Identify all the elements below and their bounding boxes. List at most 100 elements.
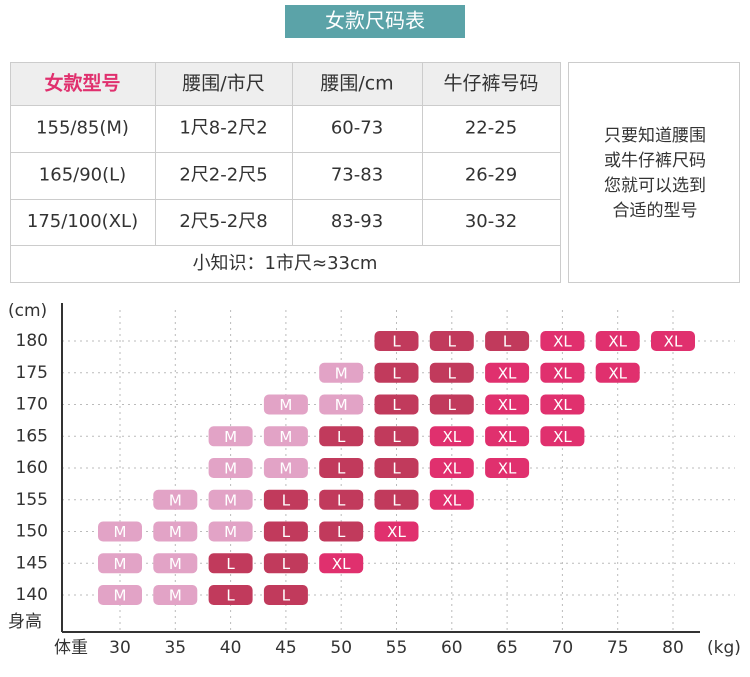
x-tick-label: 50	[330, 638, 352, 658]
size-badge	[319, 458, 364, 478]
size-label: M	[169, 523, 182, 541]
size-label: L	[392, 491, 401, 509]
table-header-cell: 牛仔裤号码	[443, 73, 538, 95]
size-label: XL	[498, 396, 517, 414]
size-badge	[319, 394, 364, 415]
size-badge	[263, 553, 308, 574]
size-badge	[98, 521, 142, 542]
size-label: L	[337, 460, 346, 478]
size-label: XL	[442, 491, 461, 509]
size-badge	[319, 553, 364, 574]
table-border	[10, 62, 561, 283]
size-label: L	[392, 364, 401, 382]
size-label: M	[224, 460, 237, 478]
size-label: L	[282, 523, 291, 541]
side-note-line: 只要知道腰围	[604, 126, 706, 146]
size-badge	[485, 458, 530, 478]
side-box	[568, 62, 740, 283]
size-label: M	[114, 555, 127, 573]
size-label: M	[169, 491, 182, 509]
size-label: M	[114, 523, 127, 541]
y-tick-label: 140	[16, 585, 48, 605]
size-badge	[263, 458, 308, 478]
size-badge	[153, 521, 198, 542]
title: 女款尺码表	[325, 9, 425, 33]
size-badge	[208, 458, 253, 478]
size-badge	[540, 426, 585, 447]
size-label: XL	[498, 428, 517, 446]
y-unit: (cm)	[8, 301, 47, 321]
size-label: XL	[332, 555, 351, 573]
size-label: XL	[442, 428, 461, 446]
size-label: XL	[553, 333, 572, 351]
size-badge	[208, 521, 253, 542]
size-label: XL	[608, 333, 627, 351]
x-tick-label: 30	[109, 638, 131, 658]
size-badge	[429, 458, 474, 478]
y-tick-label: 150	[16, 522, 48, 542]
size-badge	[263, 426, 308, 447]
y-tick-label: 145	[16, 553, 48, 573]
size-badge	[540, 394, 585, 415]
size-badge	[374, 521, 419, 542]
size-badge	[429, 394, 474, 415]
table-header-bg	[10, 62, 560, 105]
size-badge	[208, 553, 253, 574]
size-badge	[374, 362, 419, 383]
size-label: L	[337, 428, 346, 446]
size-label: M	[224, 523, 237, 541]
size-badge	[208, 585, 253, 605]
size-badge	[319, 521, 364, 542]
size-label: L	[282, 587, 291, 605]
table-cell: 2尺5-2尺8	[179, 211, 267, 232]
size-badge	[208, 426, 253, 447]
y-title: 身高	[8, 612, 42, 632]
size-label: M	[335, 396, 348, 414]
size-badge	[98, 553, 142, 574]
x-unit: (kg)	[707, 638, 741, 658]
x-tick-label: 40	[220, 638, 242, 658]
size-badge	[374, 458, 419, 478]
table-cell: 165/90(L)	[39, 165, 126, 186]
table-cell: 175/100(XL)	[27, 211, 138, 232]
table-cell: 26-29	[465, 165, 517, 186]
x-tick-label: 80	[662, 638, 684, 658]
size-badge	[153, 585, 198, 605]
size-label: L	[337, 491, 346, 509]
size-label: M	[224, 491, 237, 509]
size-badge	[153, 489, 198, 510]
size-badge	[595, 362, 640, 383]
size-label: XL	[387, 523, 406, 541]
table-cell: 155/85(M)	[36, 118, 129, 139]
size-badge	[319, 362, 364, 383]
title-banner	[285, 5, 465, 38]
y-tick-label: 170	[16, 395, 48, 415]
size-badge	[374, 394, 419, 415]
size-badge	[263, 489, 308, 510]
x-tick-label: 75	[607, 638, 629, 658]
size-label: L	[392, 396, 401, 414]
table-cell: 2尺2-2尺5	[179, 165, 267, 186]
table-note: 小知识：1市尺≈33cm	[193, 253, 378, 274]
x-tick-label: 45	[275, 638, 297, 658]
size-badge	[540, 362, 585, 383]
size-badge	[263, 394, 308, 415]
table-cell: 22-25	[465, 118, 517, 139]
size-label: XL	[553, 364, 572, 382]
size-label: L	[337, 523, 346, 541]
table-cell: 83-93	[331, 211, 383, 232]
size-badge	[374, 489, 419, 510]
size-label: M	[114, 587, 127, 605]
table-cell: 73-83	[331, 165, 383, 186]
size-label: M	[279, 396, 292, 414]
size-label: XL	[442, 460, 461, 478]
size-badge	[319, 489, 364, 510]
size-label: XL	[553, 428, 572, 446]
size-label: L	[448, 364, 457, 382]
size-badge	[319, 426, 364, 447]
size-label: M	[335, 364, 348, 382]
table-header-cell: 女款型号	[44, 72, 120, 95]
size-badge	[540, 331, 585, 351]
size-label: L	[503, 333, 512, 351]
